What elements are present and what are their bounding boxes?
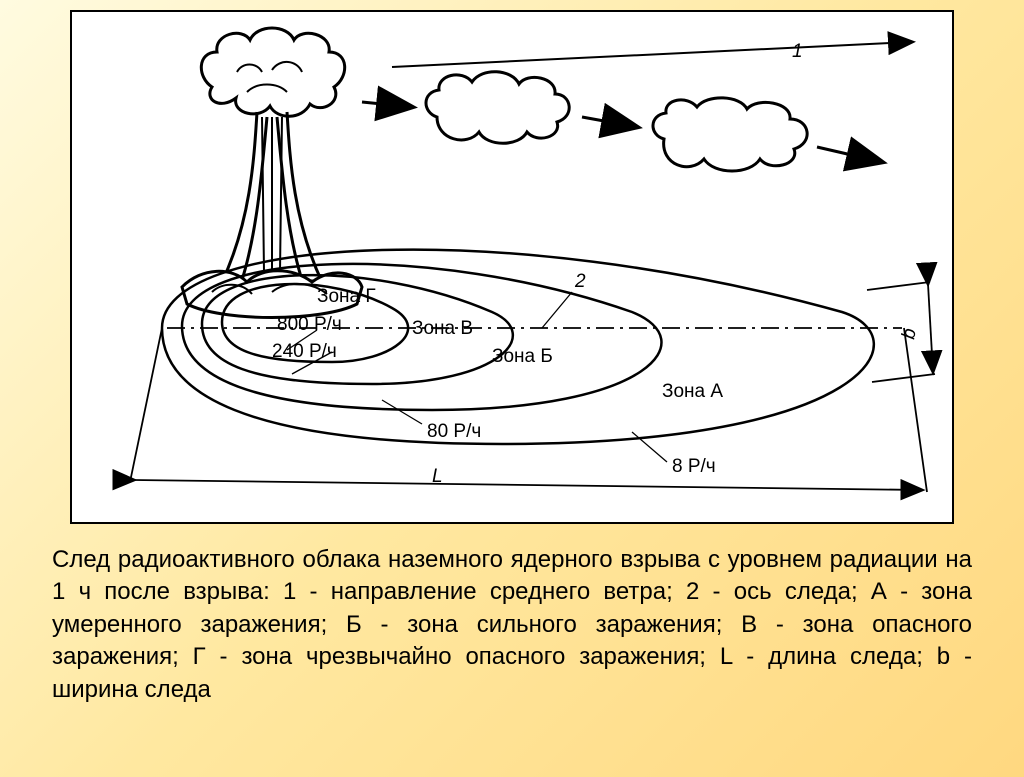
zone-a-label: Зона А bbox=[662, 381, 723, 402]
rate-b: 80 Р/ч bbox=[427, 421, 481, 442]
rate-a: 8 Р/ч bbox=[672, 456, 716, 477]
rate-labels bbox=[287, 330, 667, 462]
rate-v: 240 Р/ч bbox=[272, 341, 337, 362]
cloud-arrow-1 bbox=[362, 102, 412, 107]
zone-v-label: Зона В bbox=[412, 318, 473, 339]
diagram-svg: 1 bbox=[72, 12, 952, 522]
rate-g: 800 Р/ч bbox=[277, 314, 342, 335]
zone-g-label: Зона Г bbox=[317, 286, 376, 307]
cloud-arrow-3 bbox=[817, 147, 882, 162]
axis-label: 2 bbox=[574, 271, 586, 292]
caption-text: След радиоактивного облака наземного яде… bbox=[52, 544, 972, 706]
diagram-frame: 1 bbox=[70, 10, 954, 524]
mushroom-cloud bbox=[182, 28, 362, 318]
wind-arrow: 1 bbox=[392, 41, 912, 67]
cloud-arrow-2 bbox=[582, 117, 637, 127]
drift-cloud-2 bbox=[653, 98, 807, 171]
length-label: L bbox=[432, 466, 443, 487]
drift-cloud-1 bbox=[426, 72, 569, 144]
width-label: b bbox=[898, 327, 921, 341]
wind-arrow-label: 1 bbox=[792, 41, 803, 62]
zone-b-label: Зона Б bbox=[492, 346, 553, 367]
